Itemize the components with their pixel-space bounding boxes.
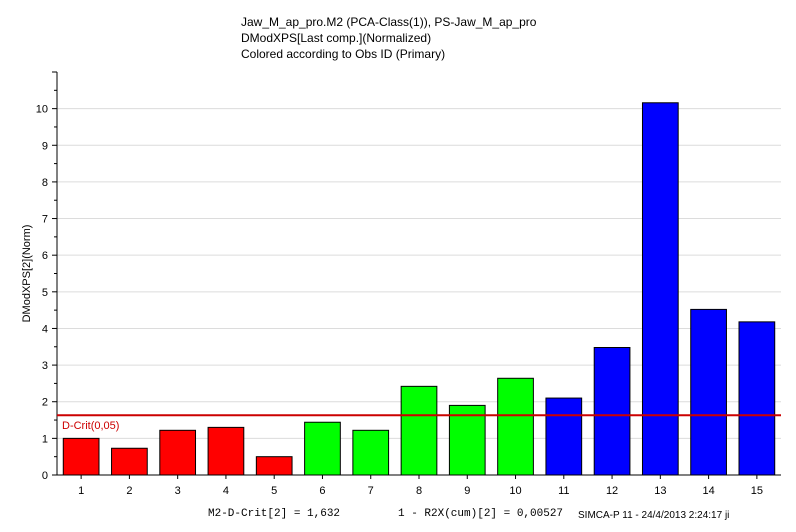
bar-11 xyxy=(545,397,583,476)
x-tick-label: 5 xyxy=(271,485,277,497)
dcrit-footer: M2-D-Crit[2] = 1,632 xyxy=(208,508,341,520)
r2x-footer: 1 - R2X(cum)[2] = 0,00527 xyxy=(398,508,564,520)
bar-12 xyxy=(593,347,631,476)
x-tick-label: 4 xyxy=(223,485,229,497)
y-axis-label: DModXPS[2](Norm) xyxy=(21,225,33,323)
bar-7 xyxy=(352,429,390,476)
x-tick-label: 11 xyxy=(558,485,569,497)
x-tick-label: 15 xyxy=(751,485,763,497)
x-tick-label: 9 xyxy=(464,485,470,497)
y-tick-label: 6 xyxy=(42,250,48,262)
chart-color-note: Colored according to Obs ID (Primary) xyxy=(241,47,446,61)
bar-15 xyxy=(738,321,776,476)
x-tick-label: 8 xyxy=(416,485,422,497)
x-tick-label: 12 xyxy=(606,485,618,497)
x-tick-label: 6 xyxy=(319,485,325,497)
y-tick-label: 8 xyxy=(42,177,48,189)
y-tick-label: 3 xyxy=(42,360,48,372)
x-tick-label: 10 xyxy=(509,485,521,497)
chart-title-block: Jaw_M_ap_pro.M2 (PCA-Class(1)), PS-Jaw_M… xyxy=(241,14,536,62)
bar-3 xyxy=(159,429,197,476)
x-tick-label: 2 xyxy=(126,485,132,497)
bar-1 xyxy=(62,437,100,476)
bar-4 xyxy=(207,426,245,476)
chart-subtitle: DModXPS[Last comp.](Normalized) xyxy=(241,31,432,45)
dcrit-label: D-Crit(0,05) xyxy=(62,420,119,432)
y-tick-label: 9 xyxy=(42,140,48,152)
x-tick-label: 1 xyxy=(78,485,84,497)
x-tick-label: 7 xyxy=(368,485,374,497)
y-tick-label: 5 xyxy=(42,287,48,299)
y-tick-label: 4 xyxy=(42,323,48,335)
bar-2 xyxy=(111,447,148,476)
y-tick-label: 1 xyxy=(42,433,48,445)
bar-14 xyxy=(690,308,727,476)
y-tick-label: 0 xyxy=(42,470,48,482)
y-tick-label: 7 xyxy=(42,214,48,226)
bar-5 xyxy=(255,456,293,476)
y-tick-label: 2 xyxy=(42,397,48,409)
software-footer: SIMCA-P 11 - 24/4/2013 2:24:17 ji xyxy=(578,510,730,521)
bar-8 xyxy=(400,385,438,476)
bar-10 xyxy=(497,377,534,476)
bar-6 xyxy=(304,421,341,476)
x-tick-label: 13 xyxy=(654,485,666,497)
y-tick-label: 10 xyxy=(36,104,48,116)
x-tick-label: 3 xyxy=(175,485,181,497)
x-tick-label: 14 xyxy=(702,485,714,497)
bar-13 xyxy=(641,102,679,476)
bar-9 xyxy=(448,404,486,476)
chart-title: Jaw_M_ap_pro.M2 (PCA-Class(1)), PS-Jaw_M… xyxy=(241,15,537,29)
